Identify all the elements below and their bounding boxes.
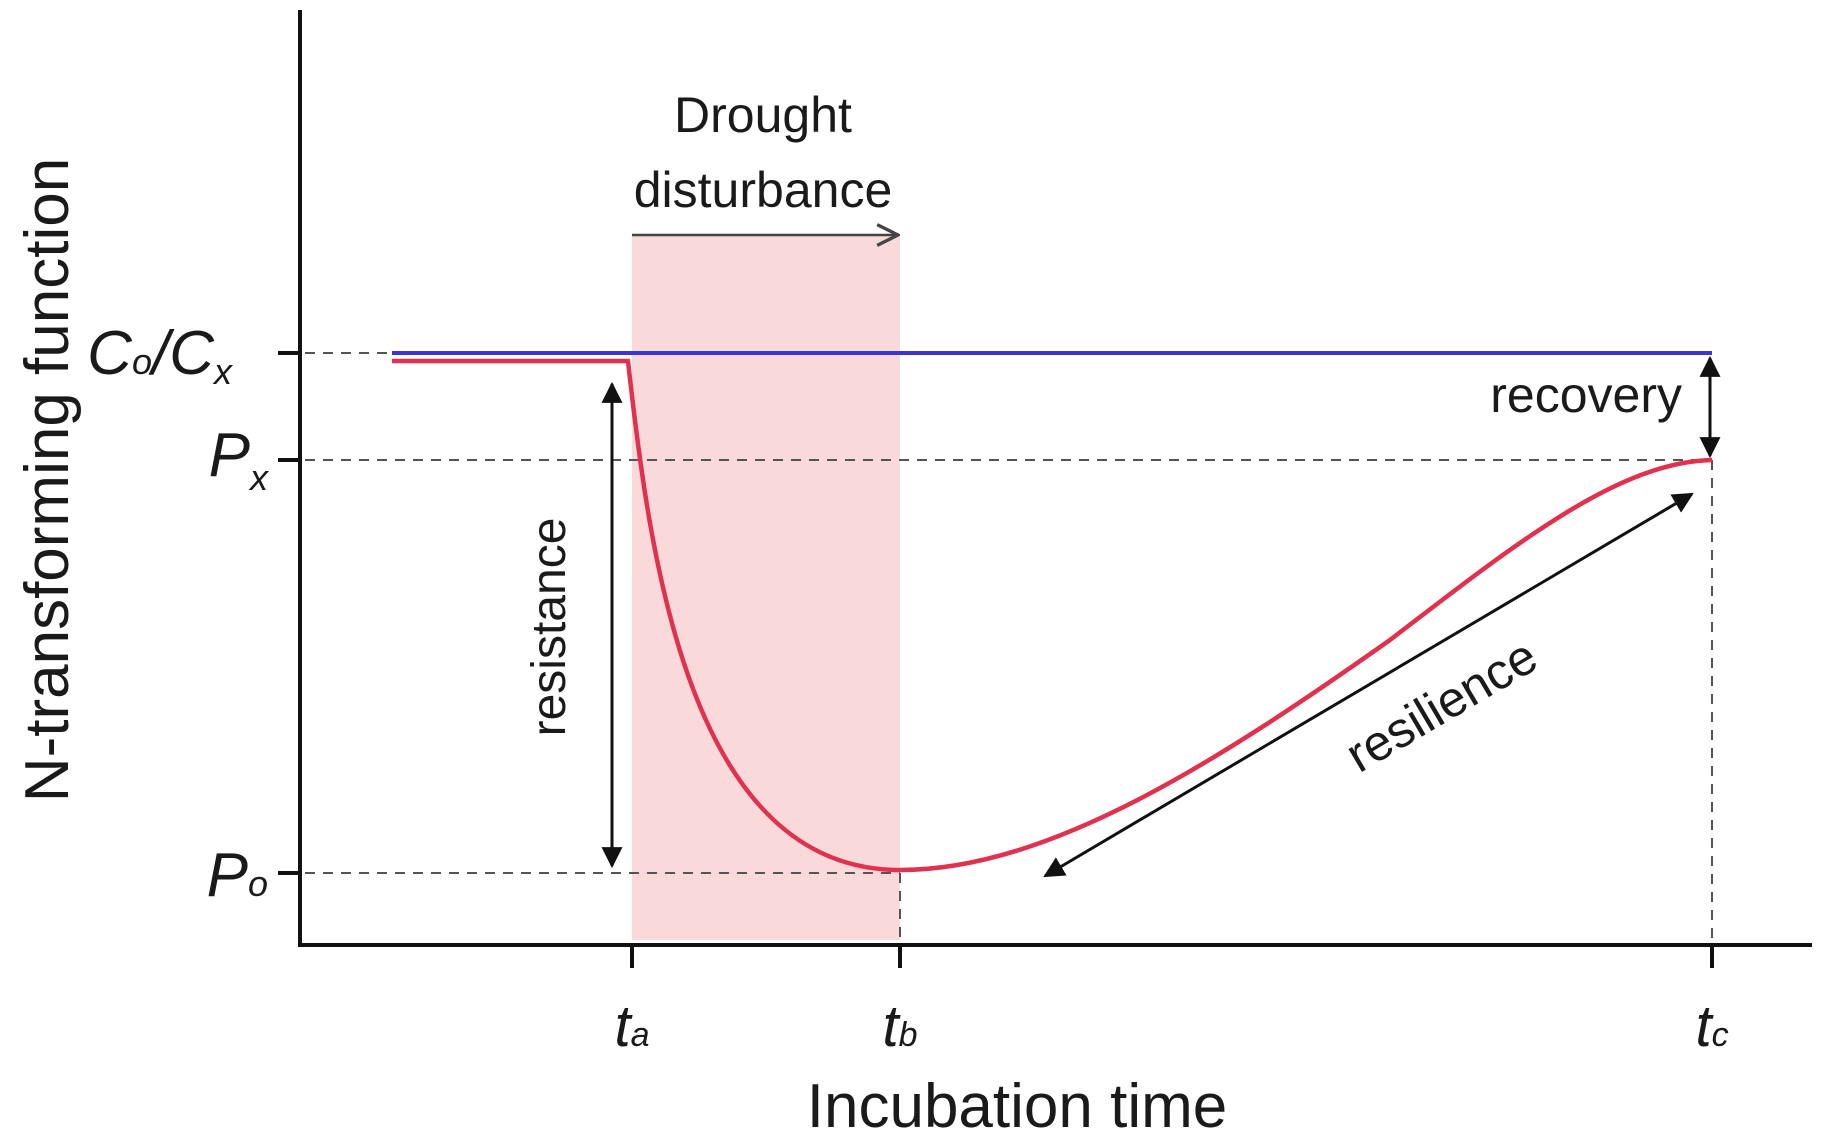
x-axis-title: Incubation time <box>807 1072 1227 1141</box>
axes <box>278 10 1812 968</box>
x-tick-label-ta: ta <box>614 994 649 1059</box>
drought-label-line1: Drought <box>674 87 852 143</box>
resilience-label: resilience <box>1336 628 1546 783</box>
y-tick-label-c: Co/Cx <box>87 319 234 392</box>
y-axis-title: N-transforming function <box>13 158 82 802</box>
resilience-arrow <box>1043 492 1694 878</box>
recovery-label: recovery <box>1490 367 1682 423</box>
resistance-label: resistance <box>523 518 576 737</box>
disturbed-curve <box>392 358 1713 873</box>
drought-band <box>632 235 900 940</box>
guide-lines <box>305 352 1713 944</box>
y-tick-label-px: Px <box>209 421 270 498</box>
x-tick-label-tc: tc <box>1695 994 1728 1059</box>
y-tick-label-po: Po <box>207 841 268 910</box>
x-tick-label-tb: tb <box>882 994 917 1059</box>
drought-label-line2: disturbance <box>634 162 893 218</box>
